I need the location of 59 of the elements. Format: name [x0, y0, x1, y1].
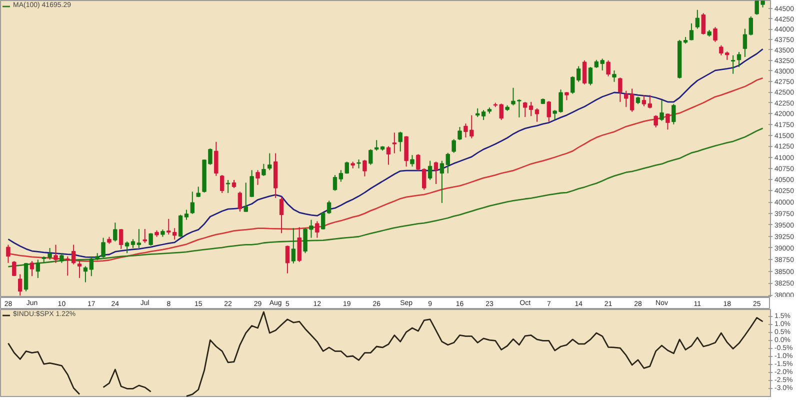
candlestick	[226, 179, 230, 194]
candlestick	[18, 274, 22, 296]
candlestick	[136, 228, 142, 248]
candlestick	[119, 228, 124, 250]
candlestick	[332, 174, 338, 192]
candlestick	[124, 240, 130, 254]
candlestick	[660, 100, 664, 122]
candlestick	[612, 70, 616, 82]
candlestick	[285, 245, 290, 274]
candlestick	[588, 66, 593, 86]
candlestick	[113, 222, 118, 242]
candlestick	[654, 114, 658, 128]
candlestick	[279, 196, 284, 234]
candlestick	[77, 260, 82, 279]
candlestick	[142, 228, 147, 244]
candlestick	[6, 244, 10, 264]
candlestick	[36, 259, 40, 279]
candlestick	[713, 26, 718, 42]
candlestick	[546, 100, 551, 122]
candlestick	[689, 22, 694, 41]
candlestick	[362, 159, 367, 177]
candlestick	[214, 141, 218, 176]
candlestick	[368, 148, 373, 166]
candlestick	[178, 214, 183, 238]
candlestick	[730, 54, 736, 74]
candlestick	[148, 232, 153, 246]
candlestick	[60, 252, 64, 264]
candlestick	[398, 131, 402, 152]
candlestick	[452, 138, 456, 154]
candlestick	[428, 160, 432, 180]
candlestick	[434, 161, 438, 184]
candlestick	[244, 182, 248, 212]
candlestick	[672, 104, 676, 125]
candlestick	[695, 9, 700, 30]
candlestick	[54, 244, 58, 264]
candlestick	[190, 191, 194, 214]
candlestick	[666, 113, 670, 130]
candlestick	[184, 209, 189, 220]
candlestick	[268, 152, 272, 171]
candlestick	[458, 126, 462, 141]
candlestick	[582, 60, 587, 85]
candlestick	[736, 51, 742, 68]
candlestick	[250, 170, 254, 198]
candlestick	[238, 191, 242, 212]
candlestick	[291, 228, 296, 264]
candlestick	[315, 220, 320, 238]
candlestick	[618, 77, 622, 102]
candlestick	[297, 226, 302, 262]
candlestick	[262, 163, 266, 176]
candlestick	[220, 174, 224, 194]
candlestick	[410, 154, 414, 168]
candlestick	[30, 260, 34, 277]
candlestick	[701, 12, 706, 36]
candlestick	[534, 108, 540, 122]
candlestick	[12, 260, 16, 277]
candlestick	[606, 60, 610, 77]
candlestick	[256, 170, 260, 186]
candlestick	[386, 146, 391, 166]
candlestick	[392, 132, 397, 154]
